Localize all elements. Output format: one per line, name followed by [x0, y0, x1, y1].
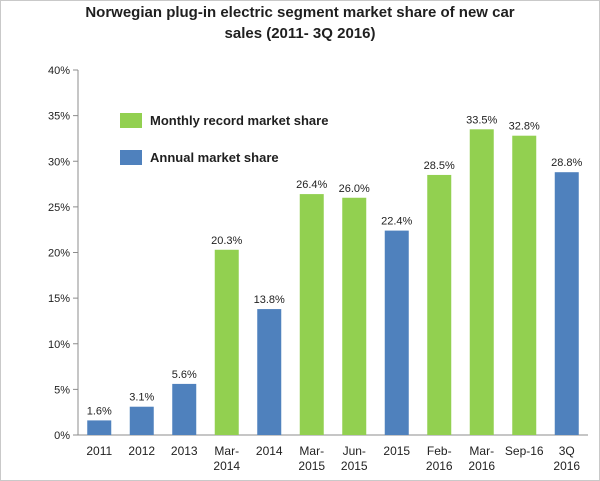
chart-title: Norwegian plug-in electric segment marke… — [0, 2, 600, 44]
bars — [87, 129, 579, 435]
data-label: 28.8% — [551, 157, 582, 169]
x-category-label: 2013 — [171, 444, 198, 458]
x-category-label: 2015 — [383, 444, 410, 458]
x-category-label: Mar- — [469, 444, 494, 458]
legend-label-monthly: Monthly record market share — [150, 113, 328, 128]
y-axis: 0% 5% 10% 15% 20% 25% 30% 35% 40% — [48, 65, 588, 442]
y-tick-label: 25% — [48, 202, 70, 214]
bar-monthly — [469, 129, 494, 435]
bar-annual — [129, 406, 154, 435]
data-label: 22.4% — [381, 216, 412, 228]
x-category-label: 2016 — [553, 459, 580, 473]
y-tick-label: 30% — [48, 156, 70, 168]
data-label: 28.5% — [424, 160, 455, 172]
data-label: 13.8% — [254, 294, 285, 306]
bar-monthly — [214, 249, 239, 435]
y-tick-label: 10% — [48, 339, 70, 351]
data-label: 5.6% — [172, 369, 197, 381]
chart-title-line-1: Norwegian plug-in electric segment marke… — [85, 4, 515, 21]
data-label: 32.8% — [509, 121, 540, 133]
bar-annual — [384, 230, 409, 435]
x-category-label: 2016 — [426, 459, 453, 473]
x-category-label: 2011 — [86, 444, 112, 458]
legend-swatch-monthly — [120, 113, 142, 128]
data-label: 26.4% — [296, 179, 327, 191]
bar-annual — [172, 383, 197, 435]
bar-annual — [257, 309, 282, 435]
bar-annual — [554, 172, 579, 435]
x-category-label: 2015 — [298, 459, 325, 473]
y-tick-label: 5% — [54, 384, 70, 396]
data-label: 20.3% — [211, 235, 242, 247]
data-label: 1.6% — [87, 405, 112, 417]
y-tick-label: 15% — [48, 293, 70, 305]
x-category-label: 2012 — [128, 444, 155, 458]
bar-monthly — [512, 135, 537, 435]
data-label: 33.5% — [466, 114, 497, 126]
x-category-label: 2015 — [341, 459, 368, 473]
x-category-label: 2014 — [256, 444, 283, 458]
bar-monthly — [427, 174, 452, 435]
x-category-label: Mar- — [214, 444, 239, 458]
chart-title-line-2: sales (2011- 3Q 2016) — [224, 25, 376, 42]
legend-label-annual: Annual market share — [150, 150, 279, 165]
data-label: 3.1% — [129, 392, 154, 404]
data-labels: 1.6% 3.1% 5.6% 20.3% 13.8% 26.4% 26.0% 22.4% 28.… — [87, 114, 583, 417]
x-category-label: 2016 — [468, 459, 495, 473]
x-category-label: 2014 — [213, 459, 240, 473]
y-tick-label: 0% — [54, 430, 70, 442]
legend: Monthly record market share Annual market… — [120, 113, 328, 165]
y-tick-label: 40% — [48, 65, 70, 77]
x-category-label: Jun- — [343, 444, 366, 458]
bar-monthly — [299, 194, 324, 435]
x-category-label: Feb- — [427, 444, 452, 458]
data-label: 26.0% — [339, 183, 370, 195]
x-category-label: Sep-16 — [505, 444, 544, 458]
y-tick-label: 35% — [48, 111, 70, 123]
x-category-label: Mar- — [299, 444, 324, 458]
bar-monthly — [342, 197, 367, 435]
bar-annual — [87, 420, 112, 435]
x-category-label: 3Q — [559, 444, 575, 458]
y-tick-label: 20% — [48, 248, 70, 260]
legend-swatch-annual — [120, 150, 142, 165]
